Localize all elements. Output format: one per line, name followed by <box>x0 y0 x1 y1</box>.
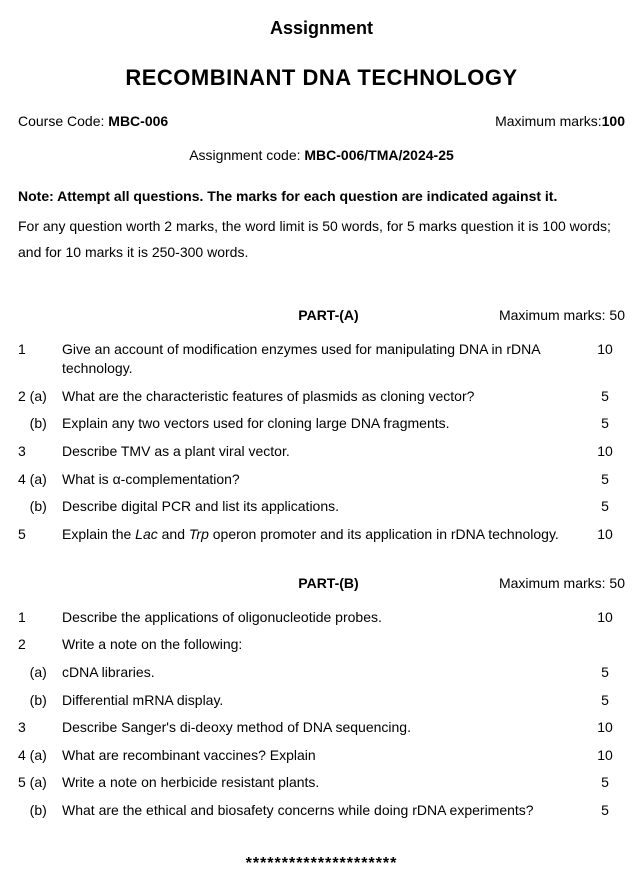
part-b-header: PART-(B) Maximum marks: 50 <box>18 574 625 594</box>
course-code: Course Code: MBC-006 <box>18 112 168 132</box>
question-number: (b) <box>18 687 62 715</box>
assignment-label: Assignment <box>18 16 625 41</box>
question-marks: 5 <box>585 659 625 687</box>
question-text: Give an account of modification enzymes … <box>62 336 585 383</box>
part-a-table: 1Give an account of modification enzymes… <box>18 336 625 549</box>
question-text: Write a note on herbicide resistant plan… <box>62 769 585 797</box>
page-title: RECOMBINANT DNA TECHNOLOGY <box>18 63 625 94</box>
question-number: 5 (a) <box>18 769 62 797</box>
question-marks: 5 <box>585 797 625 825</box>
question-text: Describe Sanger's di-deoxy method of DNA… <box>62 714 585 742</box>
question-marks: 10 <box>585 336 625 383</box>
question-number: (b) <box>18 493 62 521</box>
question-number: 3 <box>18 438 62 466</box>
question-number: (b) <box>18 410 62 438</box>
max-marks: Maximum marks:100 <box>495 112 625 132</box>
question-number: 2 <box>18 631 62 659</box>
part-b-table: 1Describe the applications of oligonucle… <box>18 604 625 825</box>
question-text: What is α-complementation? <box>62 466 585 494</box>
question-number: (a) <box>18 659 62 687</box>
table-row: 1Give an account of modification enzymes… <box>18 336 625 383</box>
question-text: Describe TMV as a plant viral vector. <box>62 438 585 466</box>
table-row: 4 (a)What are recombinant vaccines? Expl… <box>18 742 625 770</box>
assignment-code-prefix: Assignment code: <box>189 147 304 163</box>
question-text: Describe digital PCR and list its applic… <box>62 493 585 521</box>
part-a-header: PART-(A) Maximum marks: 50 <box>18 306 625 326</box>
table-row: (a)cDNA libraries.5 <box>18 659 625 687</box>
question-marks: 10 <box>585 604 625 632</box>
question-number: 3 <box>18 714 62 742</box>
max-marks-prefix: Maximum marks: <box>495 113 602 129</box>
question-marks: 10 <box>585 714 625 742</box>
table-row: 3Describe Sanger's di-deoxy method of DN… <box>18 714 625 742</box>
question-number: 1 <box>18 604 62 632</box>
table-row: 2 (a)What are the characteristic feature… <box>18 383 625 411</box>
course-code-value: MBC-006 <box>108 113 168 129</box>
question-marks: 5 <box>585 383 625 411</box>
question-number: 5 <box>18 521 62 549</box>
question-marks: 5 <box>585 466 625 494</box>
question-text: Write a note on the following: <box>62 631 585 659</box>
question-number: 4 (a) <box>18 742 62 770</box>
table-row: (b)Differential mRNA display.5 <box>18 687 625 715</box>
note-text: Note: Attempt all questions. The marks f… <box>18 187 625 207</box>
question-marks <box>585 631 625 659</box>
assignment-code-row: Assignment code: MBC-006/TMA/2024-25 <box>18 146 625 166</box>
question-marks: 5 <box>585 493 625 521</box>
question-marks: 10 <box>585 742 625 770</box>
question-text: What are the ethical and biosafety conce… <box>62 797 585 825</box>
question-marks: 5 <box>585 769 625 797</box>
question-marks: 5 <box>585 687 625 715</box>
question-number: (b) <box>18 797 62 825</box>
question-number: 1 <box>18 336 62 383</box>
course-row: Course Code: MBC-006 Maximum marks:100 <box>18 112 625 132</box>
part-a-max: Maximum marks: 50 <box>499 306 625 326</box>
question-text: What are the characteristic features of … <box>62 383 585 411</box>
question-marks: 10 <box>585 438 625 466</box>
table-row: 3Describe TMV as a plant viral vector.10 <box>18 438 625 466</box>
part-b-label: PART-(B) <box>18 574 499 594</box>
table-row: 2Write a note on the following: <box>18 631 625 659</box>
question-text: cDNA libraries. <box>62 659 585 687</box>
part-a-label: PART-(A) <box>18 306 499 326</box>
question-text: Differential mRNA display. <box>62 687 585 715</box>
table-row: 5 (a)Write a note on herbicide resistant… <box>18 769 625 797</box>
question-marks: 10 <box>585 521 625 549</box>
question-text: What are recombinant vaccines? Explain <box>62 742 585 770</box>
part-b-max: Maximum marks: 50 <box>499 574 625 594</box>
question-number: 2 (a) <box>18 383 62 411</box>
question-text: Describe the applications of oligonucleo… <box>62 604 585 632</box>
question-marks: 5 <box>585 410 625 438</box>
word-limit-text: For any question worth 2 marks, the word… <box>18 213 625 266</box>
table-row: 4 (a)What is α-complementation?5 <box>18 466 625 494</box>
max-marks-value: 100 <box>602 113 625 129</box>
table-row: (b)Explain any two vectors used for clon… <box>18 410 625 438</box>
table-row: 5Explain the Lac and Trp operon promoter… <box>18 521 625 549</box>
question-text: Explain the Lac and Trp operon promoter … <box>62 521 585 549</box>
question-text: Explain any two vectors used for cloning… <box>62 410 585 438</box>
separator: ********************* <box>18 853 625 875</box>
table-row: (b)Describe digital PCR and list its app… <box>18 493 625 521</box>
table-row: (b)What are the ethical and biosafety co… <box>18 797 625 825</box>
assignment-code-value: MBC-006/TMA/2024-25 <box>304 147 453 163</box>
table-row: 1Describe the applications of oligonucle… <box>18 604 625 632</box>
question-number: 4 (a) <box>18 466 62 494</box>
course-code-prefix: Course Code: <box>18 113 108 129</box>
